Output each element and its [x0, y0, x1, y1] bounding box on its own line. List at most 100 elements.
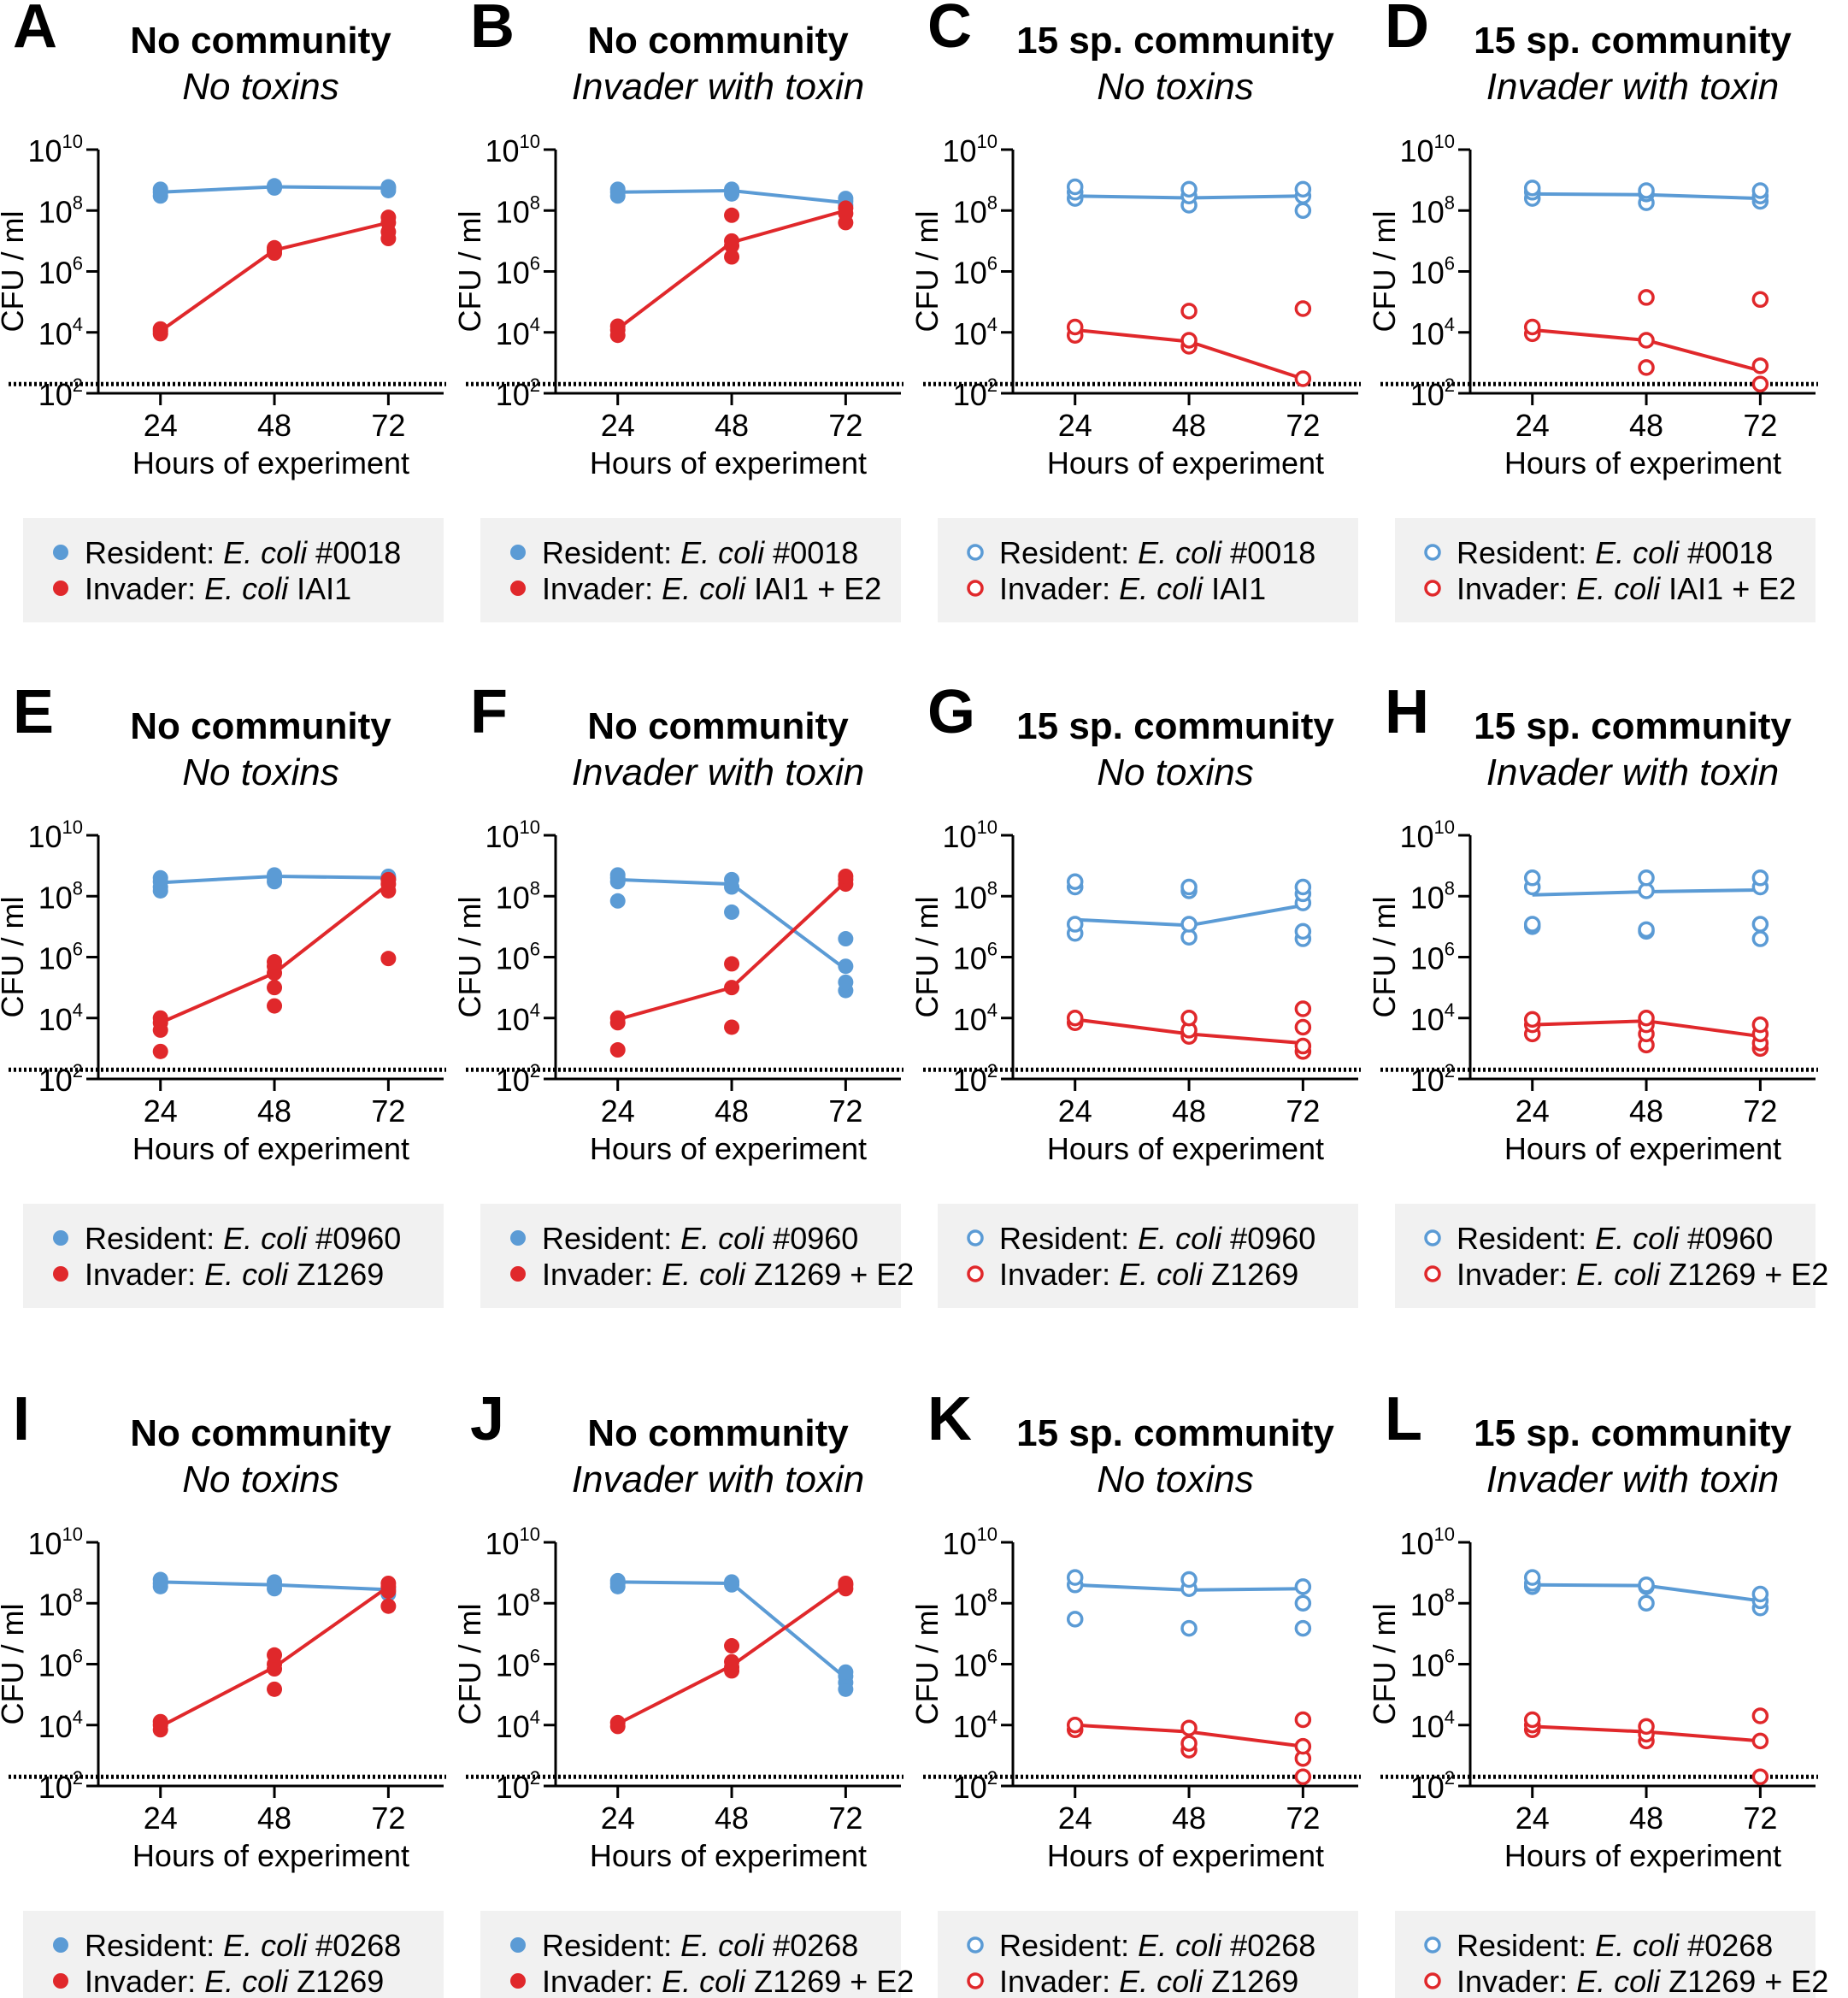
legend-space	[764, 535, 773, 570]
y-tick-label: 1010	[485, 816, 540, 854]
y-tick-exponent: 10	[1434, 1524, 1455, 1545]
data-point	[1751, 1585, 1769, 1603]
legend-marker	[967, 580, 984, 597]
data-point	[152, 1043, 168, 1059]
legend-text: Resident: E. coli #0960	[85, 1221, 401, 1256]
y-tick-exponent: 4	[987, 999, 998, 1021]
legend-strain: #0018	[315, 535, 401, 570]
x-axis-label: Hours of experiment	[132, 445, 409, 480]
data-point	[267, 239, 283, 256]
y-tick-exponent: 6	[1445, 939, 1455, 960]
x-tick-label: 48	[257, 1093, 291, 1129]
legend-space	[1568, 1257, 1576, 1292]
legend-strain: Z1269	[297, 1257, 384, 1292]
legend-strain: #0268	[1230, 1928, 1315, 1963]
x-tick-label: 48	[1172, 408, 1206, 443]
x-axis-label: Hours of experiment	[1504, 1131, 1781, 1166]
y-tick-label: 1010	[1399, 816, 1455, 854]
y-tick-label: 1010	[27, 816, 83, 854]
series-resident	[609, 867, 854, 999]
legend-marker	[510, 1266, 526, 1282]
x-tick-label: 24	[601, 1801, 635, 1836]
data-point	[1523, 916, 1541, 933]
series-line	[617, 880, 847, 1022]
legend-label: Resident:	[1457, 535, 1586, 570]
y-tick-label: 106	[496, 253, 540, 291]
data-point	[380, 1598, 397, 1614]
data-point	[1294, 1619, 1312, 1637]
y-tick-label: 1010	[942, 816, 998, 854]
y-tick-label: 106	[38, 939, 83, 976]
legend-text: Resident: E. coli #0960	[542, 1221, 858, 1256]
x-tick-label: 24	[144, 1801, 178, 1836]
legend-space	[1129, 1221, 1138, 1256]
y-tick-label: 102	[38, 1060, 83, 1098]
data-point	[724, 1653, 740, 1670]
y-tick-exponent: 6	[530, 1646, 540, 1667]
y-tick-label: 104	[38, 1706, 83, 1744]
y-tick-base: 10	[496, 316, 530, 351]
data-point	[1294, 1000, 1312, 1017]
y-tick-exponent: 10	[62, 1524, 83, 1545]
y-tick-label: 102	[953, 1060, 998, 1098]
legend-space	[1679, 535, 1687, 570]
data-point	[1180, 1010, 1198, 1027]
y-tick-exponent: 6	[73, 1646, 83, 1667]
y-tick-exponent: 10	[62, 131, 83, 152]
y-tick-base: 10	[953, 880, 987, 915]
panel-letter: D	[1385, 0, 1429, 61]
data-point	[609, 318, 626, 334]
legend-space	[1679, 1221, 1687, 1256]
legend-space	[1129, 1928, 1138, 1963]
legend-space	[215, 535, 223, 570]
legend-space	[1660, 571, 1668, 606]
legend-marker	[510, 1230, 526, 1246]
panel-letter: C	[927, 0, 972, 61]
legend-box	[480, 1204, 901, 1308]
y-tick-exponent: 6	[73, 939, 83, 960]
y-tick-base: 10	[953, 1648, 987, 1683]
data-point	[380, 209, 397, 226]
y-axis-label: CFU / ml	[0, 1604, 30, 1725]
x-tick-label: 72	[1286, 408, 1320, 443]
legend-text: Invader: E. coli Z1269	[999, 1964, 1298, 1998]
legend-space	[288, 1257, 297, 1292]
legend-text: Invader: E. coli Z1269 + E2	[1457, 1964, 1828, 1998]
x-axis-label: Hours of experiment	[1047, 445, 1324, 480]
data-point	[609, 181, 626, 197]
data-point	[1638, 289, 1655, 306]
legend-space	[1586, 1221, 1595, 1256]
y-axis-label: CFU / ml	[1367, 1604, 1402, 1725]
legend-marker	[1424, 1936, 1441, 1954]
data-point	[1180, 303, 1198, 320]
legend-strain: #0960	[1687, 1221, 1773, 1256]
data-point	[1066, 1010, 1084, 1027]
x-tick-label: 24	[1515, 1801, 1550, 1836]
legend-strain: IAI1 + E2	[1668, 571, 1796, 606]
panel-letter: L	[1385, 1385, 1422, 1453]
data-point	[152, 1713, 168, 1730]
legend-label: Resident:	[85, 1221, 215, 1256]
legend-box	[1395, 518, 1816, 622]
y-tick-exponent: 6	[987, 939, 998, 960]
legend-label: Resident:	[85, 1928, 215, 1963]
data-point	[1294, 1578, 1312, 1595]
legend-space	[1586, 535, 1595, 570]
x-tick-label: 24	[1058, 1801, 1092, 1836]
x-tick-label: 24	[601, 408, 635, 443]
x-tick-label: 48	[715, 408, 749, 443]
legend-space	[215, 1221, 223, 1256]
y-tick-label: 106	[38, 253, 83, 291]
legend-box	[1395, 1204, 1816, 1308]
y-tick-exponent: 4	[987, 1706, 998, 1728]
legend-box	[23, 1204, 444, 1308]
legend-marker	[967, 1972, 984, 1989]
legend-marker	[53, 1230, 68, 1246]
